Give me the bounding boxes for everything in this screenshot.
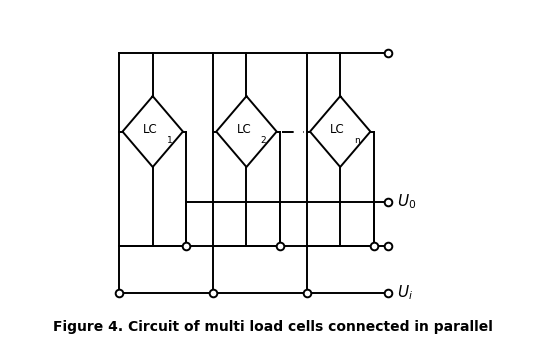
Text: n: n [354, 136, 360, 146]
Text: Figure 4. Circuit of multi load cells connected in parallel: Figure 4. Circuit of multi load cells co… [52, 320, 493, 334]
Text: $\mathit{U_i}$: $\mathit{U_i}$ [397, 284, 414, 302]
Text: $\mathit{U_0}$: $\mathit{U_0}$ [397, 192, 417, 211]
Text: 1: 1 [167, 136, 172, 146]
Text: LC: LC [330, 123, 345, 136]
Text: LC: LC [237, 123, 251, 136]
Text: 2: 2 [261, 136, 266, 146]
Text: LC: LC [143, 123, 158, 136]
